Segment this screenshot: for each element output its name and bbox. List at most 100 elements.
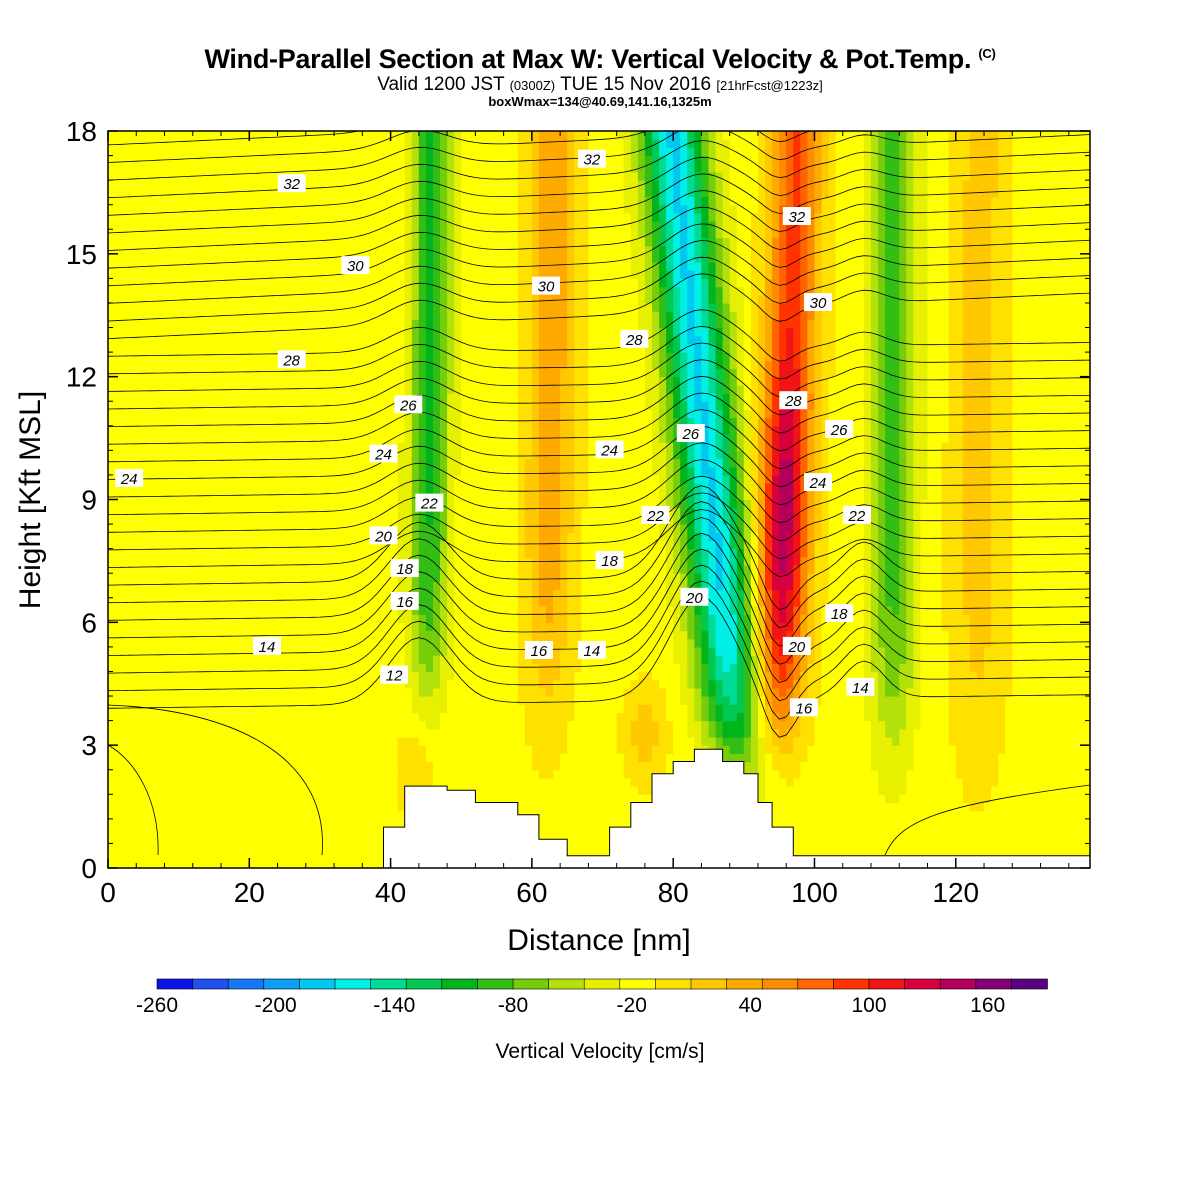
velocity-cell	[256, 360, 265, 370]
velocity-cell	[312, 286, 321, 296]
velocity-cell	[235, 581, 243, 591]
velocity-cell	[284, 188, 293, 198]
velocity-cell	[185, 687, 194, 697]
velocity-cell	[475, 548, 484, 558]
velocity-cell	[312, 352, 321, 361]
velocity-cell	[298, 131, 307, 140]
velocity-cell	[277, 458, 286, 468]
velocity-cell	[249, 810, 257, 820]
velocity-cell	[298, 319, 307, 329]
velocity-cell	[192, 638, 201, 648]
velocity-cell	[277, 720, 286, 730]
velocity-cell	[319, 278, 328, 288]
velocity-cell	[298, 212, 307, 222]
velocity-cell	[164, 343, 173, 353]
velocity-cell	[192, 720, 201, 730]
velocity-cell	[249, 417, 257, 427]
velocity-cell	[475, 286, 484, 296]
velocity-cell	[129, 335, 137, 345]
velocity-cell	[115, 556, 123, 566]
velocity-cell	[228, 704, 236, 713]
velocity-cell	[249, 319, 257, 329]
velocity-cell	[461, 753, 469, 763]
velocity-cell	[284, 737, 293, 746]
velocity-cell	[164, 458, 173, 468]
velocity-cell	[327, 835, 335, 844]
velocity-cell	[206, 319, 215, 329]
velocity-cell	[369, 753, 378, 763]
velocity-cell	[341, 507, 349, 517]
velocity-cell	[447, 589, 455, 599]
velocity-cell	[263, 777, 272, 787]
velocity-cell	[291, 499, 300, 509]
velocity-cell	[482, 769, 491, 779]
velocity-cell	[418, 139, 427, 148]
velocity-cell	[433, 221, 441, 230]
velocity-cell	[199, 196, 208, 206]
velocity-cell	[433, 434, 441, 443]
velocity-cell	[425, 761, 434, 771]
velocity-cell	[157, 720, 166, 730]
velocity-cell	[164, 614, 173, 623]
velocity-cell	[214, 163, 222, 173]
velocity-cell	[341, 188, 349, 198]
velocity-cell	[192, 499, 201, 509]
velocity-cell	[178, 769, 187, 779]
velocity-cell	[341, 131, 349, 140]
velocity-cell	[418, 171, 427, 181]
velocity-cell	[178, 655, 187, 664]
velocity-cell	[143, 188, 151, 198]
velocity-cell	[383, 753, 392, 763]
velocity-cell	[178, 221, 187, 230]
velocity-cell	[199, 614, 208, 623]
velocity-cell	[263, 245, 272, 255]
velocity-cell	[327, 425, 335, 435]
velocity-cell	[348, 843, 356, 853]
velocity-cell	[178, 442, 187, 451]
velocity-cell	[249, 745, 257, 754]
velocity-cell	[440, 671, 448, 681]
velocity-cell	[214, 712, 222, 722]
velocity-cell	[108, 777, 116, 787]
velocity-cell	[171, 581, 180, 591]
velocity-cell	[143, 171, 151, 181]
velocity-cell	[122, 663, 130, 673]
velocity-cell	[263, 253, 272, 263]
velocity-cell	[270, 606, 279, 615]
velocity-cell	[355, 147, 363, 157]
velocity-cell	[108, 409, 116, 419]
velocity-cell	[108, 679, 116, 689]
velocity-cell	[192, 769, 201, 779]
velocity-cell	[178, 810, 187, 820]
velocity-cell	[256, 655, 265, 664]
velocity-cell	[150, 139, 159, 148]
velocity-cell	[214, 147, 222, 157]
velocity-cell	[206, 180, 215, 189]
velocity-cell	[206, 532, 215, 542]
velocity-cell	[319, 843, 328, 853]
velocity-cell	[108, 458, 116, 468]
velocity-cell	[235, 687, 243, 697]
velocity-cell	[327, 630, 335, 640]
velocity-cell	[454, 499, 462, 509]
velocity-cell	[454, 311, 462, 320]
velocity-cell	[192, 237, 201, 247]
velocity-cell	[129, 614, 137, 623]
velocity-cell	[433, 597, 441, 607]
velocity-cell	[355, 671, 363, 681]
velocity-cell	[305, 737, 314, 746]
velocity-cell	[482, 565, 491, 574]
velocity-cell	[284, 753, 293, 763]
velocity-cell	[284, 155, 293, 165]
velocity-cell	[475, 769, 484, 779]
velocity-cell	[411, 737, 420, 746]
velocity-cell	[425, 638, 434, 648]
velocity-cell	[312, 622, 321, 632]
velocity-cell	[249, 352, 257, 361]
velocity-cell	[129, 352, 137, 361]
velocity-cell	[136, 270, 144, 279]
velocity-cell	[475, 294, 484, 304]
velocity-cell	[122, 335, 130, 345]
velocity-cell	[115, 761, 123, 771]
velocity-cell	[206, 204, 215, 214]
